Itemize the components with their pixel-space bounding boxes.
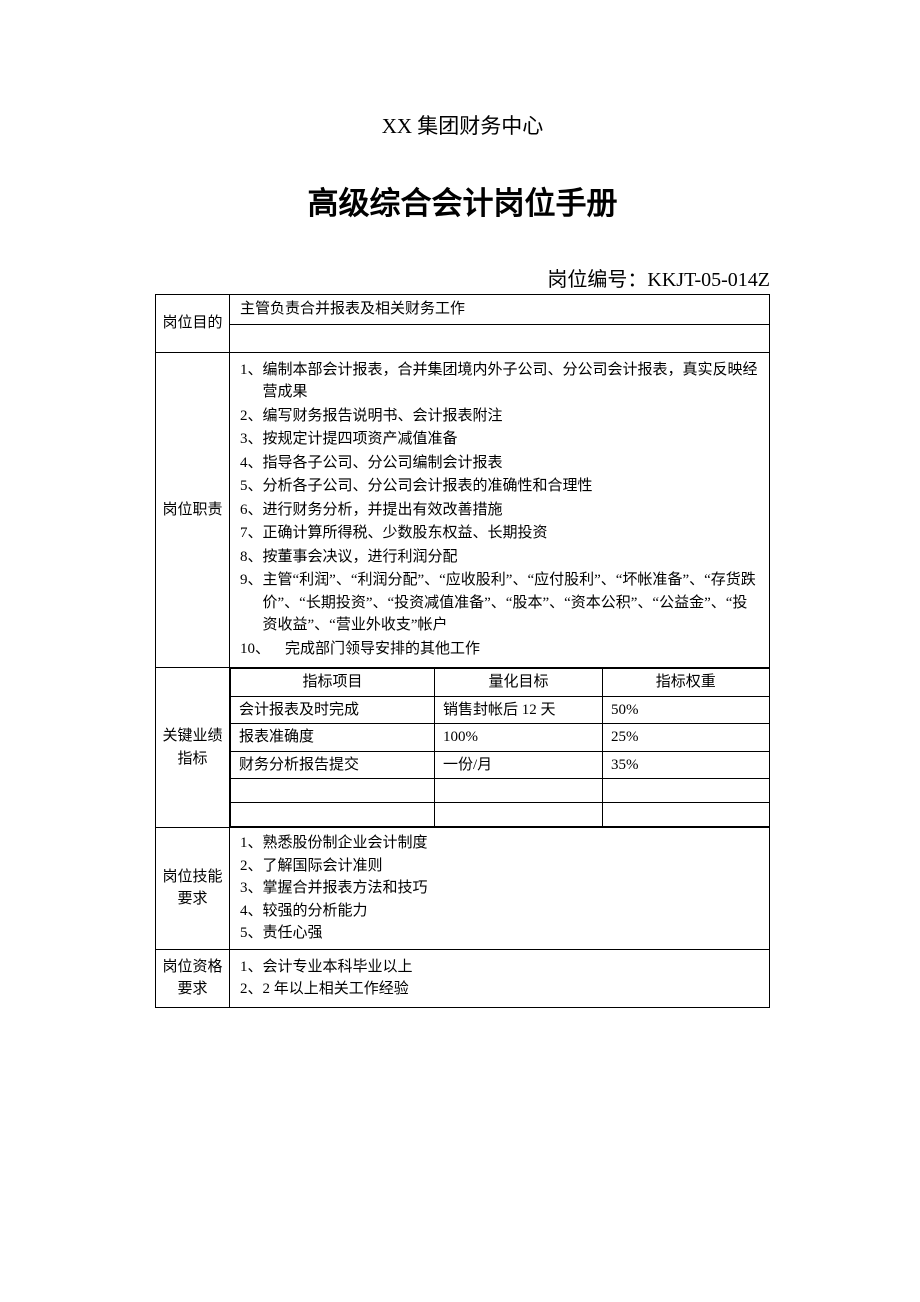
kpi-section: 关键业绩指标 指标项目 量化目标 指标权重 会计报表及时完成 销售封帐后 12 … bbox=[156, 668, 770, 828]
resp-item: 4、指导各子公司、分公司编制会计报表 bbox=[240, 452, 759, 475]
kpi-item: 会计报表及时完成 bbox=[231, 696, 435, 724]
kpi-target: 销售封帐后 12 天 bbox=[435, 696, 603, 724]
kpi-row bbox=[231, 803, 770, 827]
kpi-row: 会计报表及时完成 销售封帐后 12 天 50% bbox=[231, 696, 770, 724]
kpi-header-item: 指标项目 bbox=[231, 669, 435, 697]
kpi-header-row: 指标项目 量化目标 指标权重 bbox=[231, 669, 770, 697]
skill-item: 2、了解国际会计准则 bbox=[240, 855, 759, 878]
skills-content: 1、熟悉股份制企业会计制度 2、了解国际会计准则 3、掌握合并报表方法和技巧 4… bbox=[230, 828, 770, 950]
resp-num: 6、 bbox=[240, 499, 263, 522]
resp-num: 2、 bbox=[240, 405, 263, 428]
qualification-item: 1、会计专业本科毕业以上 bbox=[240, 956, 759, 979]
purpose-text: 主管负责合并报表及相关财务工作 bbox=[230, 295, 770, 325]
resp-text: 完成部门领导安排的其他工作 bbox=[270, 638, 759, 661]
responsibilities-content: 1、编制本部会计报表，合并集团境内外子公司、分公司会计报表，真实反映经营成果 2… bbox=[230, 352, 770, 668]
resp-text: 按董事会决议，进行利润分配 bbox=[263, 546, 759, 569]
resp-item: 6、进行财务分析，并提出有效改善措施 bbox=[240, 499, 759, 522]
qualifications-content: 1、会计专业本科毕业以上 2、2 年以上相关工作经验 bbox=[230, 949, 770, 1007]
responsibilities-row: 岗位职责 1、编制本部会计报表，合并集团境内外子公司、分公司会计报表，真实反映经… bbox=[156, 352, 770, 668]
skill-item: 3、掌握合并报表方法和技巧 bbox=[240, 877, 759, 900]
responsibilities-label: 岗位职责 bbox=[156, 352, 230, 668]
kpi-weight: 35% bbox=[603, 751, 770, 779]
kpi-item bbox=[231, 779, 435, 803]
kpi-target: 一份/月 bbox=[435, 751, 603, 779]
resp-text: 编制本部会计报表，合并集团境内外子公司、分公司会计报表，真实反映经营成果 bbox=[263, 359, 759, 404]
resp-num: 10、 bbox=[240, 638, 270, 661]
resp-num: 5、 bbox=[240, 475, 263, 498]
purpose-empty bbox=[230, 324, 770, 352]
kpi-weight: 25% bbox=[603, 724, 770, 752]
resp-text: 主管“利润”、“利润分配”、“应收股利”、“应付股利”、“坏帐准备”、“存货跌价… bbox=[263, 569, 759, 637]
skills-row: 岗位技能要求 1、熟悉股份制企业会计制度 2、了解国际会计准则 3、掌握合并报表… bbox=[156, 828, 770, 950]
resp-text: 进行财务分析，并提出有效改善措施 bbox=[263, 499, 759, 522]
kpi-target bbox=[435, 803, 603, 827]
purpose-row: 岗位目的 主管负责合并报表及相关财务工作 bbox=[156, 295, 770, 325]
resp-item: 10、 完成部门领导安排的其他工作 bbox=[240, 638, 759, 661]
kpi-header-weight: 指标权重 bbox=[603, 669, 770, 697]
kpi-header-target: 量化目标 bbox=[435, 669, 603, 697]
kpi-target: 100% bbox=[435, 724, 603, 752]
resp-item: 8、按董事会决议，进行利润分配 bbox=[240, 546, 759, 569]
resp-item: 2、编写财务报告说明书、会计报表附注 bbox=[240, 405, 759, 428]
doc-code-label: 岗位编号： bbox=[547, 269, 647, 291]
kpi-row bbox=[231, 779, 770, 803]
resp-text: 指导各子公司、分公司编制会计报表 bbox=[263, 452, 759, 475]
doc-code-value: KKJT-05-014Z bbox=[647, 269, 770, 291]
purpose-empty-row bbox=[156, 324, 770, 352]
resp-num: 4、 bbox=[240, 452, 263, 475]
resp-item: 9、主管“利润”、“利润分配”、“应收股利”、“应付股利”、“坏帐准备”、“存货… bbox=[240, 569, 759, 637]
main-title: 高级综合会计岗位手册 bbox=[155, 178, 770, 223]
kpi-weight bbox=[603, 779, 770, 803]
qualifications-label: 岗位资格要求 bbox=[156, 949, 230, 1007]
kpi-weight bbox=[603, 803, 770, 827]
resp-text: 正确计算所得税、少数股东权益、长期投资 bbox=[263, 522, 759, 545]
resp-num: 1、 bbox=[240, 359, 263, 404]
kpi-weight: 50% bbox=[603, 696, 770, 724]
qualifications-row: 岗位资格要求 1、会计专业本科毕业以上 2、2 年以上相关工作经验 bbox=[156, 949, 770, 1007]
purpose-label: 岗位目的 bbox=[156, 295, 230, 353]
resp-num: 3、 bbox=[240, 428, 263, 451]
doc-code: 岗位编号：KKJT-05-014Z bbox=[155, 263, 770, 292]
kpi-inner-wrap: 指标项目 量化目标 指标权重 会计报表及时完成 销售封帐后 12 天 50% 报… bbox=[230, 668, 770, 828]
kpi-item: 财务分析报告提交 bbox=[231, 751, 435, 779]
resp-text: 按规定计提四项资产减值准备 bbox=[263, 428, 759, 451]
resp-item: 3、按规定计提四项资产减值准备 bbox=[240, 428, 759, 451]
kpi-item: 报表准确度 bbox=[231, 724, 435, 752]
resp-num: 9、 bbox=[240, 569, 263, 637]
kpi-table: 指标项目 量化目标 指标权重 会计报表及时完成 销售封帐后 12 天 50% 报… bbox=[230, 668, 770, 827]
resp-text: 编写财务报告说明书、会计报表附注 bbox=[263, 405, 759, 428]
kpi-target bbox=[435, 779, 603, 803]
kpi-item bbox=[231, 803, 435, 827]
skill-item: 4、较强的分析能力 bbox=[240, 900, 759, 923]
skill-item: 5、责任心强 bbox=[240, 922, 759, 945]
resp-item: 1、编制本部会计报表，合并集团境内外子公司、分公司会计报表，真实反映经营成果 bbox=[240, 359, 759, 404]
kpi-row: 财务分析报告提交 一份/月 35% bbox=[231, 751, 770, 779]
qualification-item: 2、2 年以上相关工作经验 bbox=[240, 978, 759, 1001]
resp-item: 5、分析各子公司、分公司会计报表的准确性和合理性 bbox=[240, 475, 759, 498]
resp-num: 8、 bbox=[240, 546, 263, 569]
job-description-table: 岗位目的 主管负责合并报表及相关财务工作 岗位职责 1、编制本部会计报表，合并集… bbox=[155, 294, 770, 1008]
org-title: XX 集团财务中心 bbox=[155, 110, 770, 140]
resp-text: 分析各子公司、分公司会计报表的准确性和合理性 bbox=[263, 475, 759, 498]
kpi-row: 报表准确度 100% 25% bbox=[231, 724, 770, 752]
resp-item: 7、正确计算所得税、少数股东权益、长期投资 bbox=[240, 522, 759, 545]
skill-item: 1、熟悉股份制企业会计制度 bbox=[240, 832, 759, 855]
kpi-label: 关键业绩指标 bbox=[156, 668, 230, 828]
resp-num: 7、 bbox=[240, 522, 263, 545]
skills-label: 岗位技能要求 bbox=[156, 828, 230, 950]
